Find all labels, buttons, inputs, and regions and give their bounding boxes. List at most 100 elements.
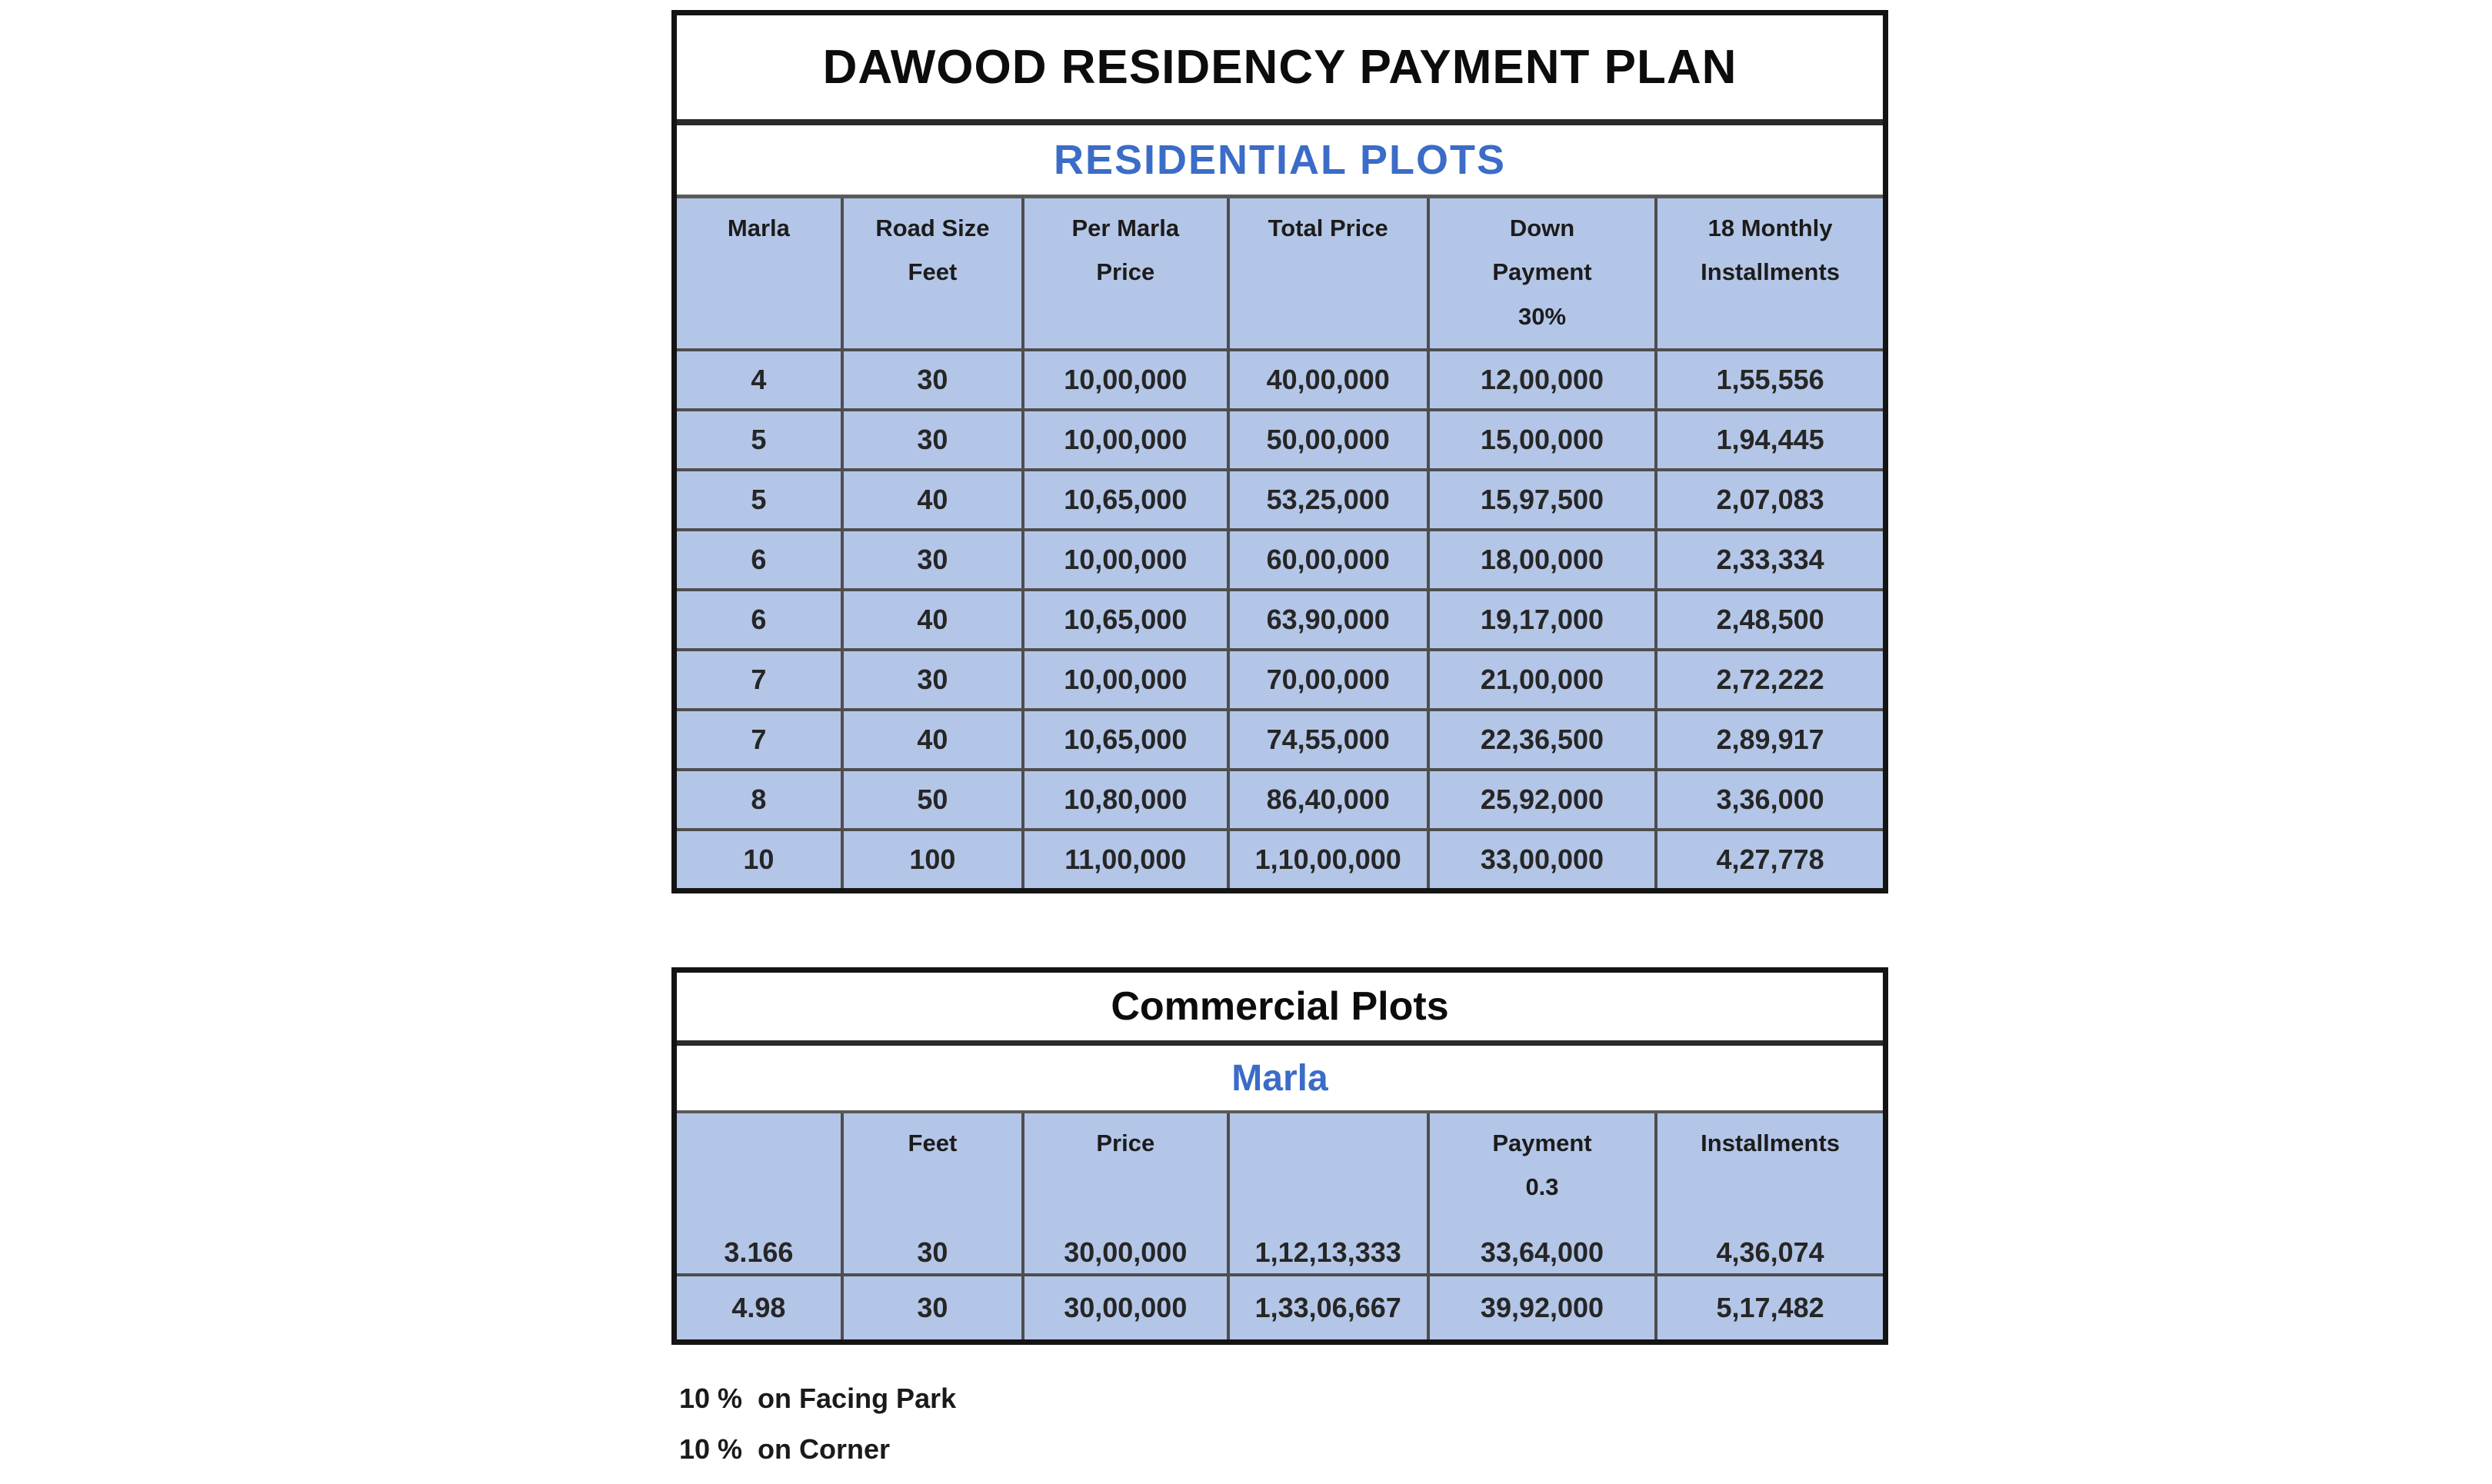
column-header: 18 Monthly Installments bbox=[1654, 198, 1883, 350]
header-row: Feet Price Payment 0.3 Installments bbox=[677, 1113, 1883, 1221]
table-cell: 53,25,000 bbox=[1226, 468, 1428, 530]
table-cell: 10,65,000 bbox=[1021, 588, 1228, 650]
table-row: 6 30 10,00,000 60,00,000 18,00,000 2,33,334 bbox=[677, 528, 1883, 590]
table-cell: 2,48,500 bbox=[1654, 588, 1883, 650]
table-cell: 22,36,500 bbox=[1426, 708, 1657, 770]
table-cell: 2,89,917 bbox=[1654, 708, 1883, 770]
table-row: 3.166 30 30,00,000 1,12,13,333 33,64,000 4,36… bbox=[677, 1221, 1883, 1275]
table-cell: 50 bbox=[840, 768, 1023, 830]
table-cell: 15,97,500 bbox=[1426, 468, 1657, 530]
table-cell: 30 bbox=[840, 648, 1023, 710]
table-cell: 30 bbox=[840, 528, 1023, 590]
commercial-plots-table: Commercial Plots Marla Feet Price Payment … bbox=[671, 967, 1888, 1345]
table-cell: 1,55,556 bbox=[1654, 348, 1883, 410]
table-cell: 30 bbox=[840, 348, 1023, 410]
table-cell: 50,00,000 bbox=[1226, 408, 1428, 470]
commercial-marla-subtitle: Marla bbox=[677, 1046, 1883, 1113]
table-cell: 40,00,000 bbox=[1226, 348, 1428, 410]
table-row: 6 40 10,65,000 63,90,000 19,17,000 2,48,500 bbox=[677, 588, 1883, 650]
column-header bbox=[1226, 1113, 1428, 1221]
table-cell: 21,00,000 bbox=[1426, 648, 1657, 710]
commercial-body: 3.166 30 30,00,000 1,12,13,333 33,64,000 4,36… bbox=[677, 1221, 1883, 1339]
table-row: 8 50 10,80,000 86,40,000 25,92,000 3,36,000 bbox=[677, 768, 1883, 830]
table-cell: 18,00,000 bbox=[1426, 528, 1657, 590]
table-cell: 10,00,000 bbox=[1021, 408, 1228, 470]
table-cell: 40 bbox=[840, 468, 1023, 530]
table-cell: 1,12,13,333 bbox=[1226, 1221, 1428, 1275]
table-cell: 3,36,000 bbox=[1654, 768, 1883, 830]
table-cell: 8 bbox=[677, 768, 842, 830]
table-cell: 10,00,000 bbox=[1021, 348, 1228, 410]
table-cell: 7 bbox=[677, 708, 842, 770]
column-header: Per Marla Price bbox=[1021, 198, 1228, 350]
table-row: 10 100 11,00,000 1,10,00,000 33,00,000 4,27,7… bbox=[677, 828, 1883, 888]
table-cell: 25,92,000 bbox=[1426, 768, 1657, 830]
column-header: Marla bbox=[677, 198, 842, 350]
table-cell: 12,00,000 bbox=[1426, 348, 1657, 410]
table-cell: 33,64,000 bbox=[1426, 1221, 1657, 1275]
table-cell: 10,65,000 bbox=[1021, 468, 1228, 530]
table-cell: 4,36,074 bbox=[1654, 1221, 1883, 1275]
table-cell: 1,10,00,000 bbox=[1226, 828, 1428, 888]
table-row: 5 40 10,65,000 53,25,000 15,97,500 2,07,083 bbox=[677, 468, 1883, 530]
table-cell: 6 bbox=[677, 528, 842, 590]
table-cell: 3.166 bbox=[677, 1221, 842, 1275]
table-cell: 11,00,000 bbox=[1021, 828, 1228, 888]
table-cell: 10,00,000 bbox=[1021, 528, 1228, 590]
table-cell: 5 bbox=[677, 408, 842, 470]
column-header: Total Price bbox=[1226, 198, 1428, 350]
footnotes: 10 % on Facing Park 10 % on Corner bbox=[679, 1383, 956, 1484]
table-cell: 60,00,000 bbox=[1226, 528, 1428, 590]
table-cell: 10,00,000 bbox=[1021, 648, 1228, 710]
table-cell: 19,17,000 bbox=[1426, 588, 1657, 650]
table-cell: 5 bbox=[677, 468, 842, 530]
table-cell: 30,00,000 bbox=[1021, 1273, 1228, 1339]
commercial-header: Feet Price Payment 0.3 Installments bbox=[677, 1113, 1883, 1221]
table-cell: 10,65,000 bbox=[1021, 708, 1228, 770]
column-header: Feet bbox=[840, 1113, 1023, 1221]
table-cell: 30 bbox=[840, 1273, 1023, 1339]
table-cell: 1,94,445 bbox=[1654, 408, 1883, 470]
table-row: 4.98 30 30,00,000 1,33,06,667 39,92,000 5,17,… bbox=[677, 1273, 1883, 1339]
table-cell: 10 bbox=[677, 828, 842, 888]
header-row: Marla Road Size Feet Per Marla Price Total … bbox=[677, 198, 1883, 350]
payment-plan-title: DAWOOD RESIDENCY PAYMENT PLAN bbox=[677, 15, 1883, 125]
table-row: 5 30 10,00,000 50,00,000 15,00,000 1,94,445 bbox=[677, 408, 1883, 470]
table-cell: 5,17,482 bbox=[1654, 1273, 1883, 1339]
table-cell: 2,33,334 bbox=[1654, 528, 1883, 590]
commercial-plots-title: Commercial Plots bbox=[677, 973, 1883, 1046]
table-cell: 6 bbox=[677, 588, 842, 650]
table-cell: 40 bbox=[840, 708, 1023, 770]
table-cell: 2,72,222 bbox=[1654, 648, 1883, 710]
commercial-data-grid: Feet Price Payment 0.3 Installments 3.166 30… bbox=[677, 1113, 1883, 1339]
residential-data-grid: Marla Road Size Feet Per Marla Price Total … bbox=[677, 198, 1883, 888]
column-header: Road Size Feet bbox=[840, 198, 1023, 350]
residential-plots-subtitle: RESIDENTIAL PLOTS bbox=[677, 125, 1883, 198]
table-cell: 63,90,000 bbox=[1226, 588, 1428, 650]
note-corner: 10 % on Corner bbox=[679, 1433, 891, 1465]
table-cell: 1,33,06,667 bbox=[1226, 1273, 1428, 1339]
residential-body: 4 30 10,00,000 40,00,000 12,00,000 1,55,556 5 3… bbox=[677, 348, 1883, 888]
table-cell: 39,92,000 bbox=[1426, 1273, 1657, 1339]
column-header: Installments bbox=[1654, 1113, 1883, 1221]
table-cell: 15,00,000 bbox=[1426, 408, 1657, 470]
table-cell: 7 bbox=[677, 648, 842, 710]
table-cell: 2,07,083 bbox=[1654, 468, 1883, 530]
table-cell: 30 bbox=[840, 1221, 1023, 1275]
table-row: 7 40 10,65,000 74,55,000 22,36,500 2,89,917 bbox=[677, 708, 1883, 770]
residential-header: Marla Road Size Feet Per Marla Price Total … bbox=[677, 198, 1883, 350]
residential-plots-table: DAWOOD RESIDENCY PAYMENT PLAN RESIDENTIA… bbox=[671, 10, 1888, 893]
column-header: Down Payment 30% bbox=[1426, 198, 1657, 350]
column-header bbox=[677, 1113, 842, 1221]
table-cell: 30 bbox=[840, 408, 1023, 470]
table-cell: 86,40,000 bbox=[1226, 768, 1428, 830]
column-header: Payment 0.3 bbox=[1426, 1113, 1657, 1221]
table-row: 4 30 10,00,000 40,00,000 12,00,000 1,55,556 bbox=[677, 348, 1883, 410]
table-row: 7 30 10,00,000 70,00,000 21,00,000 2,72,222 bbox=[677, 648, 1883, 710]
table-cell: 70,00,000 bbox=[1226, 648, 1428, 710]
table-cell: 10,80,000 bbox=[1021, 768, 1228, 830]
note-facing-park: 10 % on Facing Park bbox=[679, 1383, 957, 1414]
table-cell: 100 bbox=[840, 828, 1023, 888]
table-cell: 33,00,000 bbox=[1426, 828, 1657, 888]
table-cell: 4,27,778 bbox=[1654, 828, 1883, 888]
